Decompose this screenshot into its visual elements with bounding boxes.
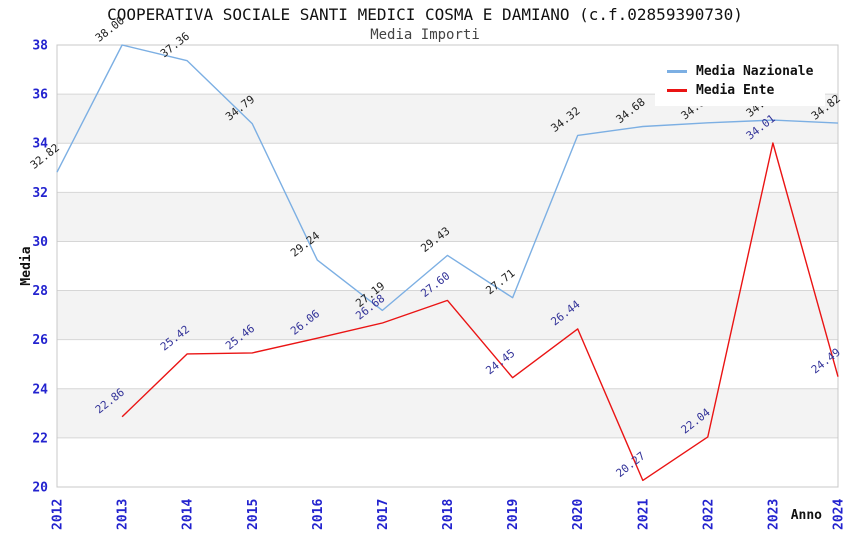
band [57,388,838,438]
band [57,143,838,193]
legend: Media Nazionale Media Ente [655,58,826,106]
legend-label: Media Nazionale [696,64,814,79]
legend-item-media-nazionale: Media Nazionale [667,62,813,81]
x-tick-label: 2022 [701,499,716,530]
band [57,290,838,340]
x-tick-label: 2024 [832,499,847,530]
point-label: 38.00 [93,14,127,45]
x-tick-label: 2020 [571,499,586,530]
legend-label: Media Ente [696,83,775,98]
x-tick-label: 2014 [181,499,196,530]
x-tick-label: 2021 [636,499,651,530]
x-axis-title: Anno [791,508,822,523]
plot-border [56,44,839,488]
chart-title: COOPERATIVA SOCIALE SANTI MEDICI COSMA E… [107,5,743,24]
y-tick-label: 32 [32,186,48,201]
legend-swatch-media-nazionale [667,70,687,73]
y-tick-label: 34 [32,137,48,152]
x-tick-label: 2013 [116,499,131,530]
band [57,241,838,291]
x-tick-label: 2016 [311,499,326,530]
legend-item-media-ente: Media Ente [667,81,813,100]
y-tick-label: 30 [32,235,48,250]
legend-swatch-media-ente [667,89,687,92]
band [57,339,838,389]
chart-subtitle: Media Importi [370,27,480,43]
y-tick-label: 24 [32,382,48,397]
y-tick-label: 38 [32,39,48,54]
series-line-media-nazionale [56,44,839,312]
y-tick-label: 26 [32,333,48,348]
y-tick-label: 36 [32,88,48,103]
x-tick-label: 2015 [246,499,261,530]
x-tick-label: 2012 [51,499,66,530]
y-axis-title: Media [19,246,34,285]
x-tick-label: 2018 [441,499,456,530]
band [57,192,838,242]
y-tick-label: 22 [32,431,48,446]
x-tick-label: 2023 [766,499,781,530]
band [57,437,838,487]
x-tick-label: 2019 [506,499,521,530]
x-tick-label: 2017 [376,499,391,530]
series-line-media-ente [121,142,839,482]
y-tick-label: 28 [32,284,48,299]
y-tick-label: 20 [32,481,48,496]
